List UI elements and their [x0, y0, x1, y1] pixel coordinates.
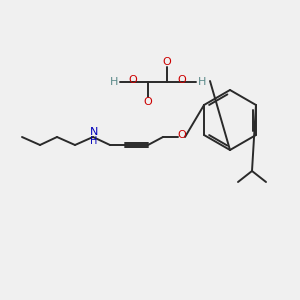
Text: O: O	[163, 57, 171, 67]
Text: O: O	[144, 97, 152, 107]
Text: O: O	[129, 75, 137, 85]
Text: N: N	[90, 127, 98, 137]
Text: H: H	[90, 136, 98, 146]
Text: H: H	[110, 77, 118, 87]
Text: H: H	[198, 77, 206, 87]
Text: O: O	[178, 130, 186, 140]
Text: O: O	[178, 75, 186, 85]
